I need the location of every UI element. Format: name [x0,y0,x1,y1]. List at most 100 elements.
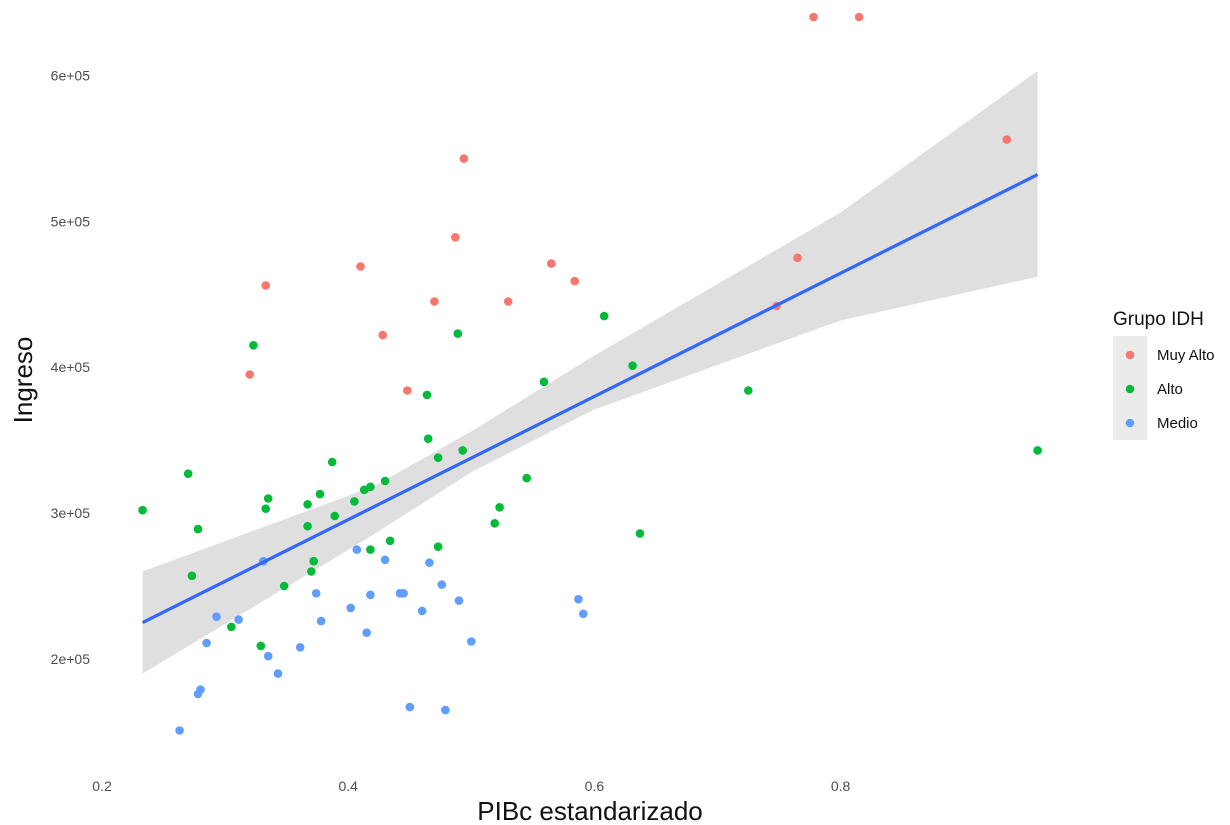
point-alto [303,500,312,509]
point-alto [433,542,443,551]
point-medio [425,558,434,567]
point-medio [405,702,415,712]
legend-label: Medio [1157,415,1198,432]
point-medio [316,616,326,626]
point-alto [327,457,337,467]
point-alto [261,504,271,513]
point-muy-alto [451,233,460,242]
point-medio [441,705,450,715]
x-tick-label: 0.8 [831,778,851,794]
point-alto [227,622,236,632]
point-medio [362,628,372,637]
point-medio [346,603,356,613]
point-alto [380,476,390,486]
point-alto [263,494,273,503]
point-alto [309,556,319,566]
regression-line-layer [141,173,1039,624]
x-tick-label: 0.6 [585,778,605,794]
point-muy-alto [261,281,271,290]
point-medio [273,669,283,678]
x-tick-label: 0.2 [92,778,112,794]
point-alto [350,497,359,506]
legend-entries: Muy Alto Alto Medio [1125,347,1215,432]
point-medio [399,589,408,598]
point-alto [315,489,325,499]
point-alto [366,545,375,554]
y-axis-title: Ingreso [8,337,38,424]
legend-label: Alto [1157,381,1183,398]
point-alto [307,567,316,576]
point-muy-alto [245,370,254,379]
point-medio [295,643,305,652]
y-axis-ticks: 2e+05 3e+05 4e+05 5e+05 6e+05 [51,67,91,667]
confidence-band-layer [142,71,1038,674]
point-muy-alto [459,154,469,163]
point-alto [422,390,432,400]
point-muy-alto [430,297,439,306]
confidence-band [142,71,1038,674]
point-alto [495,503,504,512]
point-medio [202,638,211,648]
point-alto [423,434,433,444]
point-alto [385,536,395,546]
point-muy-alto [547,259,556,268]
point-alto [433,453,443,463]
point-muy-alto [1002,135,1012,144]
point-alto [744,386,753,395]
point-alto [599,311,609,321]
point-alto [183,469,193,479]
legend-key-alto [1125,384,1135,394]
point-medio [234,615,243,624]
x-tick-label: 0.4 [338,778,358,794]
x-axis-ticks: 0.2 0.4 0.6 0.8 [92,778,850,794]
point-medio [175,726,184,735]
y-tick-label: 6e+05 [51,67,91,83]
point-medio [579,609,588,619]
point-medio [467,637,476,646]
point-muy-alto [793,253,802,263]
y-tick-label: 5e+05 [51,213,91,229]
point-muy-alto [356,262,365,271]
point-muy-alto [570,276,579,286]
point-medio [454,596,464,605]
point-alto [1033,446,1042,455]
y-tick-label: 4e+05 [51,359,91,375]
y-tick-label: 2e+05 [51,651,91,667]
point-alto [138,505,147,515]
point-medio [212,612,221,621]
x-axis-title: PIBc estandarizado [477,796,702,825]
legend: Grupo IDH Muy Alto Alto Medio [1113,309,1215,440]
point-alto [330,511,340,521]
point-alto [490,519,500,528]
point-alto [628,361,637,371]
point-alto [256,641,266,651]
point-alto [249,341,258,350]
data-points-layer [138,12,1042,735]
point-alto [458,446,468,455]
point-medio [437,580,447,589]
point-medio [574,594,583,604]
point-muy-alto [403,386,412,395]
regression-line [141,173,1039,624]
point-muy-alto [503,297,513,306]
point-alto [635,529,645,538]
point-alto [279,581,289,591]
legend-title: Grupo IDH [1113,309,1204,330]
point-alto [522,473,531,483]
point-medio [380,555,390,565]
y-tick-label: 3e+05 [51,505,91,521]
point-alto [366,482,375,492]
point-medio [366,590,375,600]
point-muy-alto [809,12,818,22]
point-alto [453,329,463,338]
point-alto [187,571,197,581]
point-medio [311,589,321,598]
point-medio [417,606,427,616]
point-medio [352,545,362,554]
point-muy-alto [854,12,864,22]
legend-key-medio [1125,418,1135,428]
point-medio [263,651,273,661]
point-muy-alto [378,330,388,340]
point-medio [196,685,205,694]
